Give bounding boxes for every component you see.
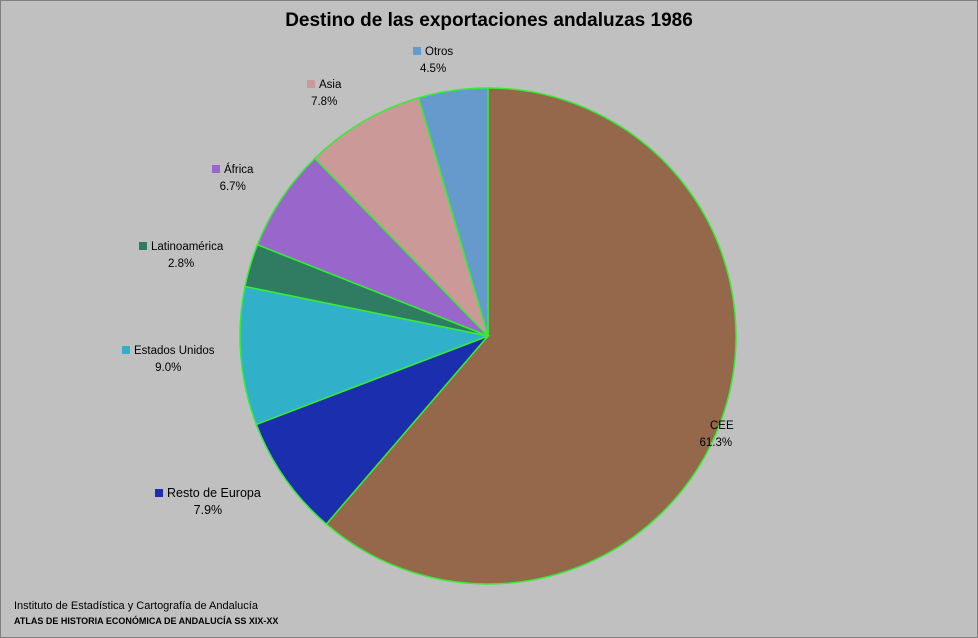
slice-label-otros: Otros 4.5% [413,44,453,78]
otros-swatch [413,47,421,55]
pie-slice-asia [313,96,489,337]
latinoamerica-swatch [139,242,147,250]
slice-label-cee: CEE 61.3% [698,420,734,449]
source-atlas-title: ATLAS DE HISTORIA ECONÓMICA DE ANDALUCÍA… [14,616,279,626]
source-credit: Instituto de Estadística y Cartografía d… [14,600,258,612]
slice-label-africa: África 6.7% [212,162,253,196]
cee-swatch [698,421,706,429]
chart-title: Destino de las exportaciones andaluzas 1… [285,10,693,31]
slice-label-resto-de-europa: Resto de Europa 7.9% [155,485,261,519]
resto-de-europa-swatch [155,489,163,497]
slice-label-asia: Asia 7.8% [307,77,341,111]
pie-slice-otros [417,87,489,337]
estados-unidos-swatch [122,346,130,354]
pie-slice-resto-de-europa [255,335,489,526]
slice-label-estados-unidos: Estados Unidos 9.0% [122,343,215,377]
slice-label-latinoamerica: Latinoamérica 2.8% [139,239,223,273]
pie-slice-estados-unidos [239,285,491,426]
asia-swatch [307,80,315,88]
africa-swatch [212,165,220,173]
pie-slice-cee [325,87,737,585]
